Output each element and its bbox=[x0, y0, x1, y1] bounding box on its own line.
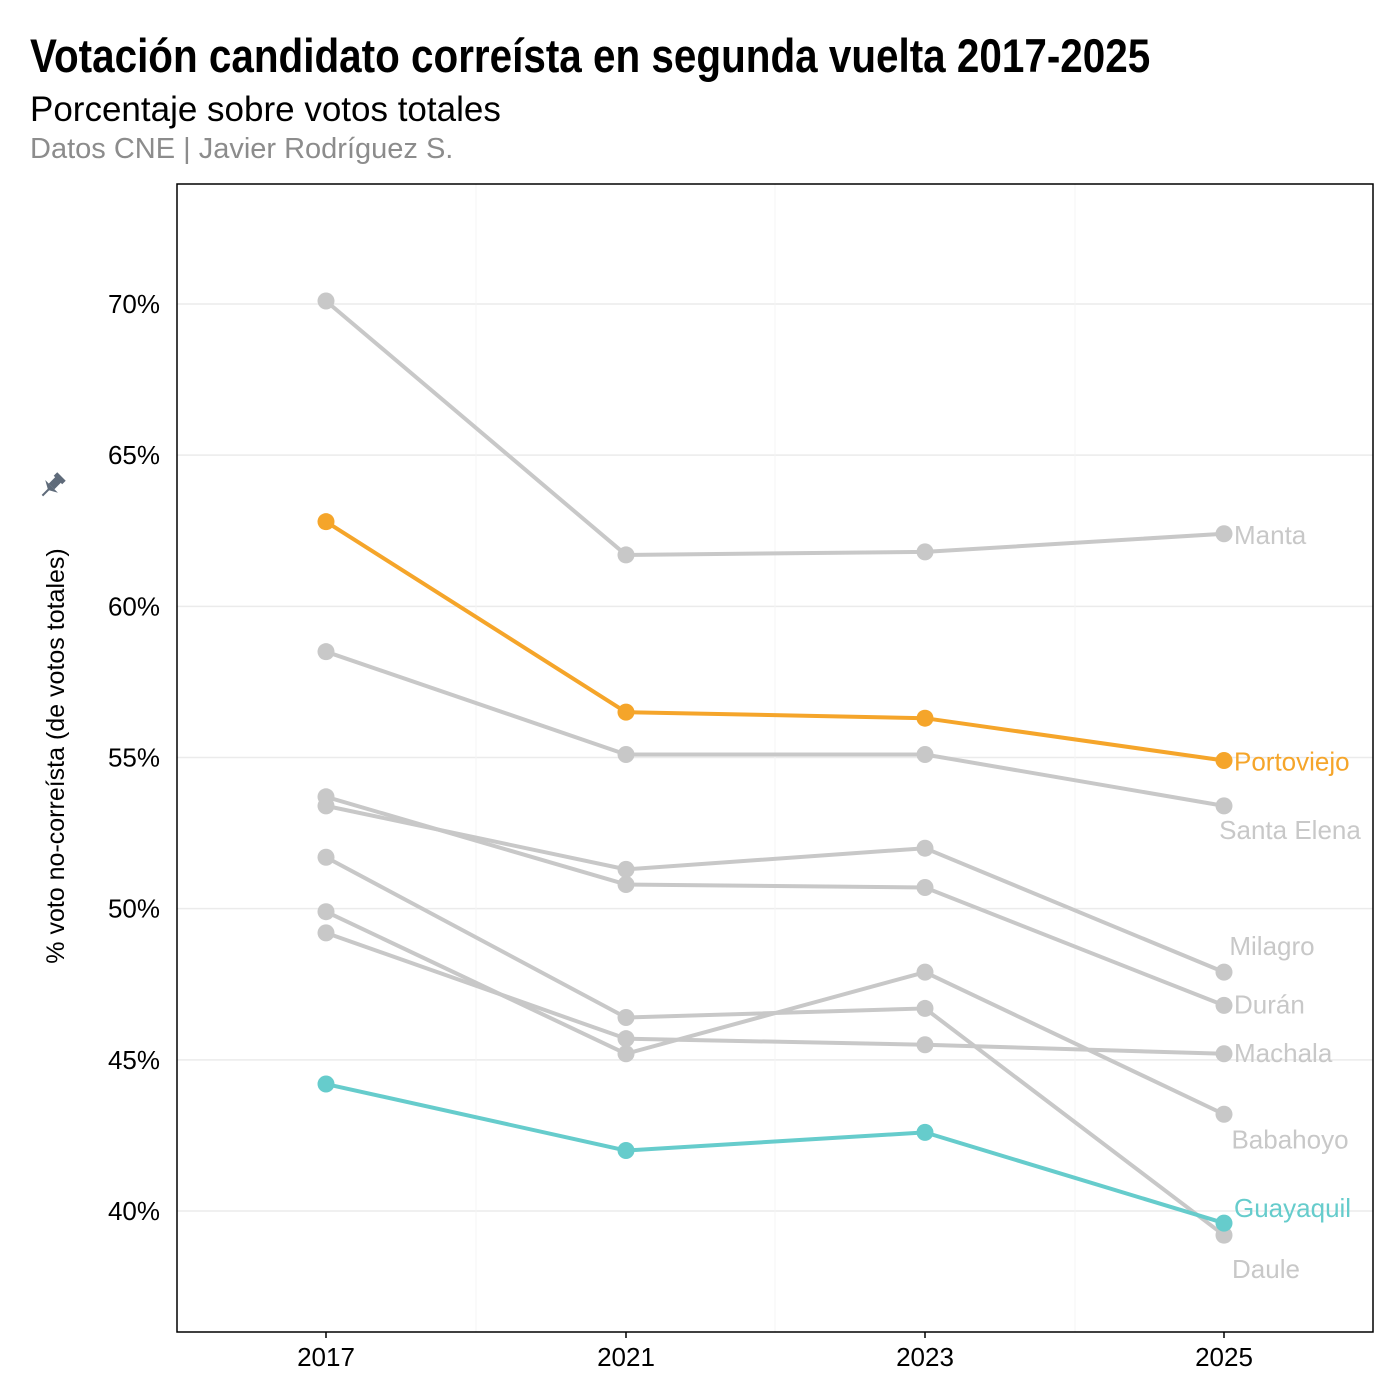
pin-icon bbox=[41, 472, 66, 497]
series-line-santa-elena bbox=[324, 649, 1226, 808]
y-tick-label: 70% bbox=[108, 289, 160, 319]
data-point-guayaquil bbox=[1215, 1214, 1233, 1232]
series-label-guayaquil: Guayaquil bbox=[1234, 1193, 1351, 1223]
data-point-guayaquil bbox=[916, 1123, 934, 1141]
data-point-manta bbox=[916, 543, 934, 561]
x-tick-label: 2021 bbox=[597, 1342, 655, 1372]
y-tick-label: 50% bbox=[108, 894, 160, 924]
data-point-daule bbox=[916, 999, 934, 1017]
x-tick-label: 2023 bbox=[896, 1342, 954, 1372]
data-point-portoviejo bbox=[1215, 752, 1233, 770]
series-line-daule bbox=[324, 855, 1226, 1238]
data-point-machala bbox=[317, 924, 335, 942]
series-line-portoviejo bbox=[324, 519, 1226, 763]
x-tick-label: 2017 bbox=[297, 1342, 355, 1372]
data-point-babahoyo bbox=[1215, 1105, 1233, 1123]
x-tick-label: 2025 bbox=[1195, 1342, 1253, 1372]
y-tick-label: 60% bbox=[108, 591, 160, 621]
y-tick-label: 40% bbox=[108, 1196, 160, 1226]
y-tick-label: 45% bbox=[108, 1045, 160, 1075]
y-tick-label: 55% bbox=[108, 743, 160, 773]
grid-lines bbox=[177, 184, 1373, 1332]
series-label-babahoyo: Babahoyo bbox=[1231, 1124, 1348, 1154]
data-point-guayaquil bbox=[317, 1075, 335, 1093]
data-point-babahoyo bbox=[617, 1045, 635, 1063]
series-line-milagro bbox=[324, 803, 1226, 975]
data-point-milagro bbox=[1215, 963, 1233, 981]
data-point-machala bbox=[1215, 1045, 1233, 1063]
data-point-machala bbox=[617, 1030, 635, 1048]
series-line-machala bbox=[324, 930, 1226, 1056]
x-axis: 2017 2021 2023 2025 bbox=[297, 1332, 1253, 1372]
series-milagro bbox=[317, 797, 1233, 981]
series-label-manta: Manta bbox=[1234, 520, 1307, 550]
series-manta bbox=[317, 292, 1233, 564]
series-label-machala: Machala bbox=[1234, 1038, 1333, 1068]
data-point-manta bbox=[317, 292, 335, 310]
data-point-machala bbox=[916, 1036, 934, 1054]
data-point-daule bbox=[1215, 1226, 1233, 1244]
chart-title: Votación candidato correísta en segunda … bbox=[30, 29, 1151, 82]
series-labels: Manta Santa Elena Milagro Durán Machala Babah… bbox=[1219, 520, 1361, 1284]
series-line-manta bbox=[324, 298, 1226, 557]
series-label-santa-elena: Santa Elena bbox=[1219, 815, 1361, 845]
data-point-portoviejo bbox=[617, 703, 635, 721]
plot-frame bbox=[176, 183, 1374, 1333]
data-point-santa-elena bbox=[617, 745, 635, 763]
series-daule bbox=[317, 848, 1233, 1244]
chart-subtitle: Porcentaje sobre votos totales bbox=[30, 90, 501, 129]
data-point-daule bbox=[617, 1009, 635, 1027]
data-point-milagro bbox=[916, 839, 934, 857]
data-point-dur-n bbox=[317, 788, 335, 806]
data-point-portoviejo bbox=[916, 709, 934, 727]
series-layer bbox=[317, 292, 1233, 1244]
series-line-guayaquil bbox=[324, 1082, 1226, 1226]
series-label-milagro: Milagro bbox=[1229, 931, 1314, 961]
data-point-milagro bbox=[617, 860, 635, 878]
data-point-guayaquil bbox=[617, 1142, 635, 1160]
series-label-dur-n: Durán bbox=[1234, 989, 1305, 1019]
series-santa-elena bbox=[317, 643, 1233, 815]
data-point-dur-n bbox=[617, 875, 635, 893]
data-point-manta bbox=[617, 546, 635, 564]
data-point-babahoyo bbox=[916, 963, 934, 981]
series-label-daule: Daule bbox=[1232, 1254, 1300, 1284]
y-axis: 40% 45% 50% 55% 60% 65% 70% bbox=[108, 289, 160, 1226]
data-point-dur-n bbox=[1215, 996, 1233, 1014]
data-point-babahoyo bbox=[317, 903, 335, 921]
data-point-santa-elena bbox=[1215, 797, 1233, 815]
data-point-portoviejo bbox=[317, 513, 335, 531]
data-point-manta bbox=[1215, 525, 1233, 543]
y-axis-label: % voto no-correísta (de votos totales) bbox=[42, 548, 70, 963]
series-guayaquil bbox=[317, 1075, 1233, 1232]
series-dur-n bbox=[317, 788, 1233, 1014]
y-tick-label: 65% bbox=[108, 440, 160, 470]
data-point-santa-elena bbox=[916, 745, 934, 763]
data-point-santa-elena bbox=[317, 643, 335, 661]
series-machala bbox=[317, 924, 1233, 1063]
chart-caption: Datos CNE | Javier Rodríguez S. bbox=[30, 133, 454, 165]
data-point-dur-n bbox=[916, 879, 934, 897]
series-label-portoviejo: Portoviejo bbox=[1234, 747, 1350, 777]
data-point-daule bbox=[317, 848, 335, 866]
series-line-dur-n bbox=[324, 794, 1226, 1008]
series-portoviejo bbox=[317, 513, 1233, 770]
